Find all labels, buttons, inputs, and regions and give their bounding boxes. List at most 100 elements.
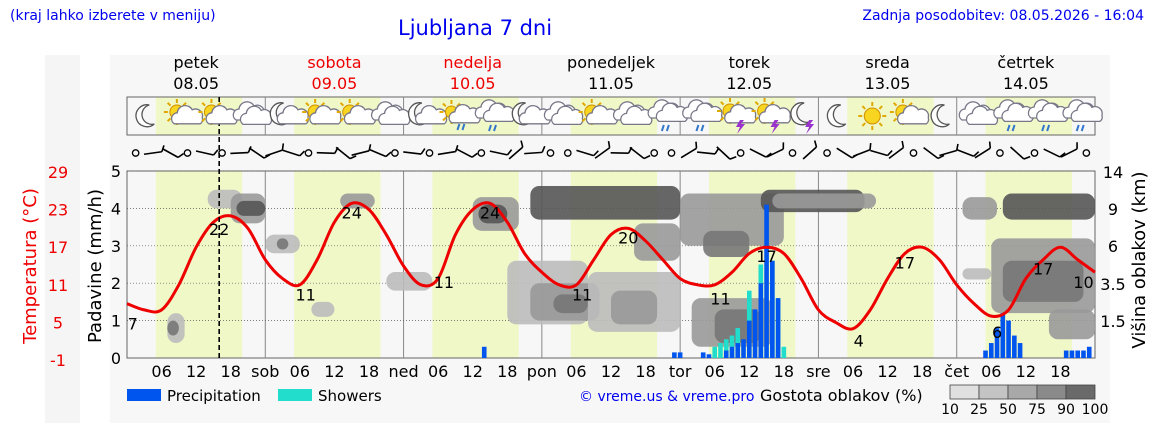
day-abbrev: čet xyxy=(944,362,969,381)
hour-tick: 18 xyxy=(912,362,932,381)
cloud-patch xyxy=(553,294,588,314)
moon-cloud-icon xyxy=(407,102,448,126)
precipitation-bar xyxy=(983,350,988,358)
wind-barb-icon xyxy=(230,146,252,155)
wind-calm-icon xyxy=(131,149,140,157)
density-level-label: 100 xyxy=(1082,402,1109,418)
precipitation-bar xyxy=(741,339,746,358)
precip-tick: 3 xyxy=(111,237,121,256)
wind-barb-icon xyxy=(852,143,872,157)
wind-barb-icon xyxy=(369,148,392,158)
sun-cloud-icon xyxy=(198,99,238,125)
temperature-value-label: 17 xyxy=(895,253,915,272)
density-swatch xyxy=(978,384,1009,400)
cloud-rain-icon xyxy=(682,99,723,132)
wind-barb-icon xyxy=(524,145,546,155)
temperature-value-label: 24 xyxy=(342,203,362,222)
cloud-patch xyxy=(1048,309,1095,340)
precipitation-bar xyxy=(1075,350,1081,358)
precip-axis-title: Padavine (mm/h) xyxy=(85,189,106,343)
cloud-patch xyxy=(478,204,508,224)
temperature-value-label: 6 xyxy=(992,323,1002,342)
hour-tick: 18 xyxy=(497,362,517,381)
temperature-value-label: 7 xyxy=(128,315,138,334)
temperature-tick: 29 xyxy=(48,163,68,182)
hour-tick: 12 xyxy=(1016,362,1036,381)
wind-barb-icon xyxy=(508,140,524,160)
cloud-height-tick: 1.5 xyxy=(1100,312,1125,331)
hour-tick: 12 xyxy=(324,362,344,381)
hour-tick: 12 xyxy=(739,362,759,381)
density-level-label: 75 xyxy=(1028,402,1046,418)
precipitation-bar xyxy=(729,346,735,358)
precipitation-bar xyxy=(746,320,752,358)
wind-calm-icon xyxy=(477,149,486,157)
temperature-value-label: 17 xyxy=(756,247,776,266)
wind-calm-icon xyxy=(563,149,572,157)
partly-sunny-icon xyxy=(302,99,342,125)
wind-calm-icon xyxy=(736,149,745,157)
wind-barb-icon xyxy=(956,149,980,157)
cloud-patch xyxy=(703,230,750,258)
shower-bar xyxy=(781,346,787,358)
cloud-icon xyxy=(232,101,273,126)
day-date: 14.05 xyxy=(1003,74,1049,93)
wind-calm-icon xyxy=(1030,149,1039,157)
page-title: Ljubljana 7 dni xyxy=(398,16,553,40)
region-hint[interactable]: (kraj lahko izberete v meniju) xyxy=(10,8,216,24)
shower-bar xyxy=(735,328,741,358)
precip-tick: 5 xyxy=(111,162,121,181)
precipitation-bar xyxy=(481,346,487,358)
precipitation-bar xyxy=(706,354,712,358)
rain-cloud-icon xyxy=(1027,99,1069,132)
precipitation-bar xyxy=(672,352,677,358)
precipitation-bar xyxy=(1006,320,1011,358)
density-level-label: 50 xyxy=(999,402,1017,418)
precipitation-bar xyxy=(994,328,1000,358)
temperature-tick: 17 xyxy=(48,238,68,257)
wind-calm-icon xyxy=(788,149,797,157)
showers-legend-label: Showers xyxy=(318,387,382,405)
wind-barb-icon xyxy=(489,149,513,156)
showers-swatch xyxy=(278,389,312,401)
density-swatch xyxy=(1007,384,1038,400)
partly-sunny-icon xyxy=(336,99,377,125)
cloud-patch xyxy=(1002,260,1084,302)
cloud-height-ticks: 1.5 3.5 6 9 14 xyxy=(1100,163,1125,331)
precipitation-legend-label: Precipitation xyxy=(167,387,261,405)
wind-barb-icon xyxy=(1043,148,1066,158)
precip-axis-ticks: 0 1 2 3 4 5 xyxy=(111,162,121,368)
temperature-value-label: 24 xyxy=(480,203,500,222)
wind-barb-icon xyxy=(403,148,426,155)
day-name: nedelja xyxy=(443,53,502,72)
cloud-patch xyxy=(1002,193,1095,220)
shower-bar xyxy=(712,346,718,358)
temperature-value-label: 20 xyxy=(618,228,638,247)
moon-cloud-icon xyxy=(511,102,551,126)
precipitation-bar xyxy=(764,204,769,358)
wind-barb-icon xyxy=(1060,142,1078,158)
thunder-sun-icon xyxy=(717,98,757,134)
day-date: 13.05 xyxy=(865,74,911,93)
cloud-patch xyxy=(611,290,658,325)
precipitation-bar xyxy=(1069,350,1075,358)
weather-icons xyxy=(135,98,1103,134)
day-date: 08.05 xyxy=(173,74,219,93)
temperature-value-label: 10 xyxy=(1073,273,1093,292)
wind-barb-icon xyxy=(161,147,185,159)
hour-tick: 06 xyxy=(290,362,310,381)
rain-cloud-icon xyxy=(1062,99,1103,132)
wind-barb-icon xyxy=(265,143,285,157)
temperature-value-label: 11 xyxy=(710,290,730,309)
moon-icon xyxy=(930,104,950,128)
cloud-patch xyxy=(236,200,266,216)
temperature-axis-title: Temperatura (°C) xyxy=(20,188,41,345)
temperature-tick: 5 xyxy=(53,313,63,332)
rain-cloud-icon xyxy=(647,99,689,132)
wind-calm-icon xyxy=(650,149,659,157)
density-level-label: 25 xyxy=(970,402,988,418)
day-abbrev: ned xyxy=(389,362,419,381)
cloud-patch xyxy=(680,193,784,246)
day-date: 09.05 xyxy=(312,74,358,93)
day-name: sobota xyxy=(307,53,361,72)
